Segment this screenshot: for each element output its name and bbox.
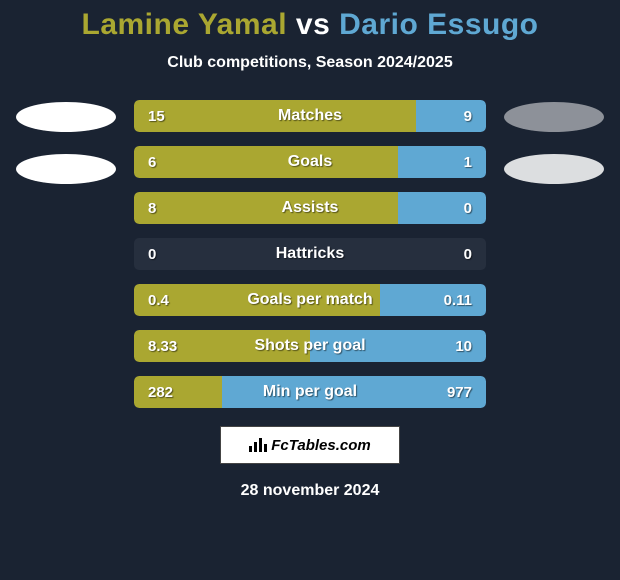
bar-chart-icon bbox=[249, 438, 267, 452]
stat-left-value: 15 bbox=[148, 108, 165, 125]
stat-bars: 15Matches96Goals18Assists00Hattricks00.4… bbox=[134, 100, 486, 408]
stat-left-value: 282 bbox=[148, 384, 173, 401]
stat-left-value: 8 bbox=[148, 200, 156, 217]
left-ellipse-1 bbox=[16, 102, 116, 132]
stat-bar: 15Matches9 bbox=[134, 100, 486, 132]
bar-overlay: 6Goals1 bbox=[134, 146, 486, 178]
stat-left-value: 6 bbox=[148, 154, 156, 171]
bar-overlay: 0Hattricks0 bbox=[134, 238, 486, 270]
stat-right-value: 977 bbox=[447, 384, 472, 401]
stat-bar: 0.4Goals per match0.11 bbox=[134, 284, 486, 316]
logo-text: FcTables.com bbox=[271, 437, 370, 454]
bar-overlay: 8Assists0 bbox=[134, 192, 486, 224]
stat-right-value: 9 bbox=[464, 108, 472, 125]
stat-left-value: 8.33 bbox=[148, 338, 177, 355]
stat-label: Goals bbox=[134, 153, 486, 171]
stat-bar: 282Min per goal977 bbox=[134, 376, 486, 408]
stat-label: Hattricks bbox=[134, 245, 486, 263]
stat-right-value: 1 bbox=[464, 154, 472, 171]
stat-label: Shots per goal bbox=[134, 337, 486, 355]
fctables-logo: FcTables.com bbox=[220, 426, 400, 464]
stat-label: Assists bbox=[134, 199, 486, 217]
stat-bar: 6Goals1 bbox=[134, 146, 486, 178]
stat-left-value: 0.4 bbox=[148, 292, 169, 309]
right-ellipse-1 bbox=[504, 102, 604, 132]
date-text: 28 november 2024 bbox=[241, 482, 380, 500]
player1-name: Lamine Yamal bbox=[82, 8, 288, 41]
left-ellipse-2 bbox=[16, 154, 116, 184]
bar-overlay: 15Matches9 bbox=[134, 100, 486, 132]
stat-left-value: 0 bbox=[148, 246, 156, 263]
subtitle: Club competitions, Season 2024/2025 bbox=[167, 54, 452, 72]
stat-right-value: 0 bbox=[464, 200, 472, 217]
right-ellipse-2 bbox=[504, 154, 604, 184]
stat-label: Min per goal bbox=[134, 383, 486, 401]
right-badge-column bbox=[504, 100, 604, 184]
left-badge-column bbox=[16, 100, 116, 184]
main-row: 15Matches96Goals18Assists00Hattricks00.4… bbox=[0, 100, 620, 408]
stat-right-value: 10 bbox=[455, 338, 472, 355]
stat-label: Matches bbox=[134, 107, 486, 125]
stat-bar: 0Hattricks0 bbox=[134, 238, 486, 270]
vs-text: vs bbox=[296, 8, 330, 41]
stat-label: Goals per match bbox=[134, 291, 486, 309]
bar-overlay: 0.4Goals per match0.11 bbox=[134, 284, 486, 316]
stat-right-value: 0.11 bbox=[444, 292, 472, 309]
stat-bar: 8Assists0 bbox=[134, 192, 486, 224]
player2-name: Dario Essugo bbox=[339, 8, 538, 41]
stat-right-value: 0 bbox=[464, 246, 472, 263]
stat-bar: 8.33Shots per goal10 bbox=[134, 330, 486, 362]
comparison-title: Lamine Yamal vs Dario Essugo bbox=[82, 8, 539, 42]
bar-overlay: 282Min per goal977 bbox=[134, 376, 486, 408]
bar-overlay: 8.33Shots per goal10 bbox=[134, 330, 486, 362]
